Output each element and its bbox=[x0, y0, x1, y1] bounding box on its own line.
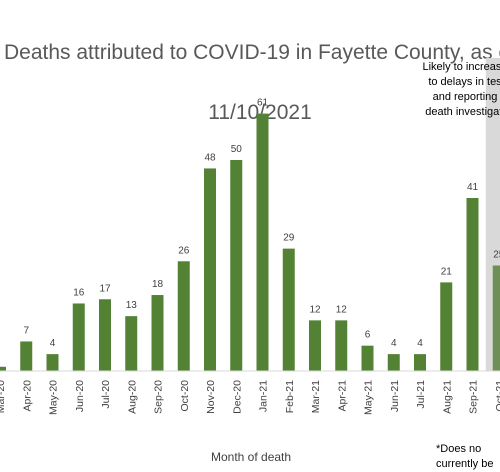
data-label-aug-20: 13 bbox=[126, 300, 138, 311]
bar-nov-20 bbox=[204, 168, 216, 371]
x-tick-may-20: May-20 bbox=[48, 380, 60, 415]
x-tick-sep-21: Sep-21 bbox=[468, 380, 480, 414]
data-label-aug-21: 21 bbox=[441, 266, 453, 277]
bar-apr-20 bbox=[20, 341, 33, 371]
shaded-period-annotation: Likely to increase to delays in tes and … bbox=[395, 60, 500, 120]
x-tick-oct-20: Oct-20 bbox=[179, 380, 191, 412]
x-tick-may-21: May-21 bbox=[363, 380, 375, 415]
chart-title-line-2: 11/10/2021 bbox=[208, 101, 312, 124]
bar-jul-21 bbox=[414, 354, 426, 371]
data-label-jan-21: 61 bbox=[257, 98, 269, 109]
bar-jun-20 bbox=[72, 303, 85, 371]
bar-mar-20 bbox=[0, 366, 6, 371]
bar-jan-21 bbox=[256, 113, 269, 371]
x-tick-sep-20: Sep-20 bbox=[153, 380, 165, 414]
x-tick-aug-21: Aug-21 bbox=[441, 380, 453, 414]
x-tick-jan-21: Jan-21 bbox=[258, 380, 270, 412]
data-label-oct-20: 26 bbox=[178, 245, 190, 256]
annotation-line-4: death investigati bbox=[425, 106, 500, 118]
bar-apr-21 bbox=[335, 320, 348, 371]
data-label-jul-20: 17 bbox=[99, 283, 111, 294]
bar-aug-20 bbox=[125, 316, 138, 371]
annotation-line-2: to delays in tes bbox=[428, 76, 500, 88]
bar-sep-20 bbox=[151, 295, 164, 371]
footnote-line-1: *Does no bbox=[436, 443, 482, 455]
data-label-oct-21: 25 bbox=[493, 250, 500, 261]
data-label-dec-20: 50 bbox=[231, 144, 243, 155]
data-label-sep-21: 41 bbox=[467, 182, 479, 193]
x-tick-apr-20: Apr-20 bbox=[21, 380, 33, 412]
chart-title: Deaths attributed to COVID-19 in Fayette… bbox=[0, 8, 500, 158]
data-label-jun-20: 16 bbox=[73, 287, 85, 298]
bar-mar-21 bbox=[309, 320, 321, 371]
bar-jul-20 bbox=[99, 299, 111, 371]
bar-oct-20 bbox=[177, 261, 190, 371]
bar-may-21 bbox=[361, 345, 374, 371]
bar-aug-21 bbox=[440, 282, 453, 371]
x-tick-jul-20: Jul-20 bbox=[100, 380, 112, 409]
data-label-nov-20: 48 bbox=[204, 152, 216, 163]
footnote-line-2: currently be bbox=[436, 458, 494, 470]
annotation-line-3: and reporting bbox=[432, 91, 498, 103]
data-label-apr-20: 7 bbox=[23, 325, 29, 336]
data-label-mar-21: 12 bbox=[309, 304, 321, 315]
x-tick-nov-20: Nov-20 bbox=[205, 380, 217, 414]
data-label-apr-21: 12 bbox=[336, 304, 348, 315]
data-label-may-20: 4 bbox=[50, 338, 56, 349]
data-label-jul-21: 4 bbox=[417, 338, 423, 349]
bar-may-20 bbox=[46, 354, 59, 371]
bar-sep-21 bbox=[466, 197, 479, 371]
bar-jun-21 bbox=[387, 354, 400, 371]
footnote: *Does no currently be bbox=[436, 442, 493, 472]
x-tick-jul-21: Jul-21 bbox=[415, 380, 427, 409]
x-tick-dec-20: Dec-20 bbox=[231, 380, 243, 414]
data-label-feb-21: 29 bbox=[283, 233, 295, 244]
data-label-jun-21: 4 bbox=[391, 338, 397, 349]
bar-dec-20 bbox=[230, 160, 243, 371]
data-label-may-21: 6 bbox=[365, 330, 371, 341]
x-axis-title: Month of death bbox=[211, 450, 292, 464]
x-tick-oct-21: Oct-21 bbox=[494, 380, 500, 412]
x-tick-jun-21: Jun-21 bbox=[389, 380, 401, 412]
data-label-sep-20: 18 bbox=[152, 279, 164, 290]
x-tick-mar-21: Mar-21 bbox=[310, 380, 322, 413]
x-tick-mar-20: Mar-20 bbox=[0, 380, 7, 413]
annotation-line-1: Likely to increase bbox=[422, 61, 500, 73]
x-tick-jun-20: Jun-20 bbox=[74, 380, 86, 412]
bar-feb-21 bbox=[282, 248, 295, 371]
bar-oct-21 bbox=[492, 265, 500, 371]
x-tick-aug-20: Aug-20 bbox=[126, 380, 138, 414]
x-tick-apr-21: Apr-21 bbox=[336, 380, 348, 412]
x-tick-feb-21: Feb-21 bbox=[284, 380, 296, 413]
chart-title-line-1: Deaths attributed to COVID-19 in Fayette… bbox=[3, 41, 500, 64]
